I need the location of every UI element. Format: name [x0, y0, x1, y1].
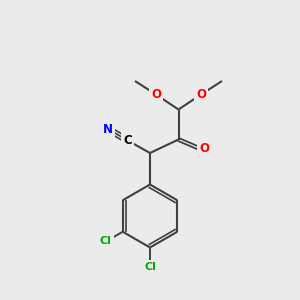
- Text: C: C: [123, 134, 132, 147]
- Text: N: N: [103, 122, 113, 136]
- Text: Cl: Cl: [100, 236, 112, 246]
- Text: Cl: Cl: [144, 262, 156, 272]
- Text: O: O: [199, 142, 209, 155]
- Text: O: O: [151, 88, 161, 101]
- Text: O: O: [196, 88, 206, 101]
